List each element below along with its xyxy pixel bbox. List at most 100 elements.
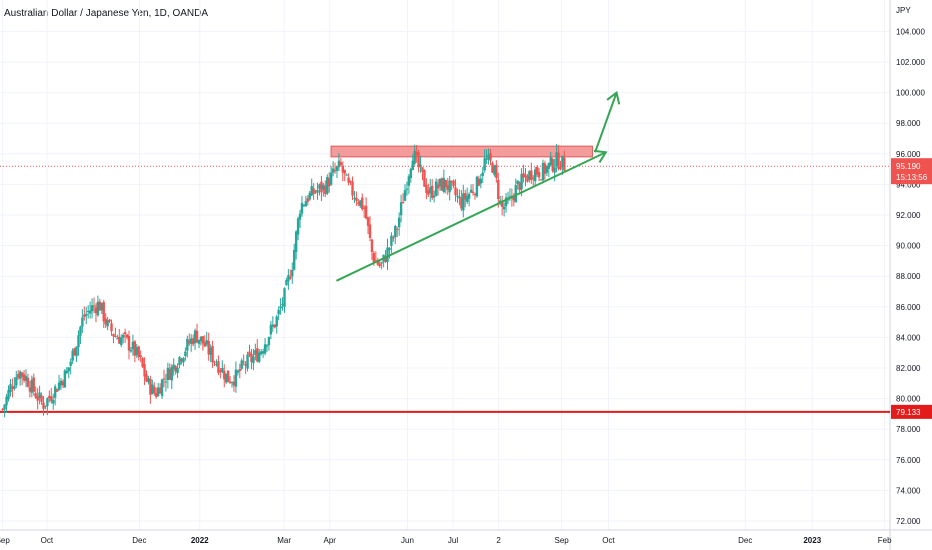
candle xyxy=(147,375,150,385)
candle-body xyxy=(203,342,207,347)
candle-body xyxy=(180,359,183,362)
candle-body xyxy=(197,339,201,344)
candle xyxy=(397,212,401,236)
candle xyxy=(518,181,521,193)
candle-body xyxy=(108,319,111,322)
candle xyxy=(172,358,175,376)
y-tick-label: 100.000 xyxy=(896,89,925,98)
candle-body xyxy=(50,396,53,402)
candle-body xyxy=(7,390,10,400)
candle xyxy=(236,369,240,376)
candle xyxy=(246,351,249,372)
candle-body xyxy=(326,176,329,194)
candle xyxy=(415,144,418,163)
candle-body xyxy=(77,335,80,348)
candle xyxy=(267,336,271,351)
candle xyxy=(55,388,59,392)
candle-body xyxy=(221,367,224,373)
candle xyxy=(438,178,442,191)
candle-body xyxy=(477,178,481,186)
candle-body xyxy=(502,207,506,210)
candle xyxy=(139,350,142,363)
candle xyxy=(359,200,362,208)
candle-body xyxy=(61,381,65,386)
candle xyxy=(108,318,111,324)
candle xyxy=(106,316,109,331)
candle xyxy=(450,180,453,191)
candle xyxy=(436,179,440,196)
candle xyxy=(413,144,416,166)
candle xyxy=(186,335,189,358)
x-tick-label: 2022 xyxy=(191,536,209,545)
candle-body xyxy=(388,248,391,251)
candle xyxy=(265,344,269,352)
candle-body xyxy=(217,361,220,373)
candle xyxy=(497,172,500,208)
candle-body xyxy=(374,260,378,262)
candle xyxy=(15,370,18,389)
candle xyxy=(477,175,481,187)
candle xyxy=(407,174,411,195)
candle-body xyxy=(129,349,133,352)
projection-arrow-line xyxy=(594,92,618,153)
x-tick-label: Jul xyxy=(448,536,458,545)
candle-body xyxy=(98,301,102,311)
candle-body xyxy=(205,340,208,345)
candle xyxy=(333,162,337,174)
last-price-tag-label: 95.190 xyxy=(896,162,921,171)
y-tick-label: 90.000 xyxy=(896,242,921,251)
candle-body xyxy=(547,162,551,169)
x-tick-label: Sep xyxy=(0,536,10,545)
y-tick-label: 84.000 xyxy=(896,333,921,342)
candle-body xyxy=(48,395,51,399)
candle xyxy=(215,359,218,367)
candle-body xyxy=(537,172,541,178)
candle-body xyxy=(188,340,191,344)
candle-body xyxy=(549,157,552,166)
candle xyxy=(563,150,566,172)
candle-body xyxy=(432,195,436,198)
candle xyxy=(326,174,329,196)
candle xyxy=(17,370,20,380)
candle-body xyxy=(462,193,465,211)
candle xyxy=(390,232,393,254)
candle-body xyxy=(528,171,531,180)
candle xyxy=(324,180,327,198)
candle-body xyxy=(85,313,88,316)
candle xyxy=(256,339,259,363)
candle xyxy=(471,183,475,196)
candle-body xyxy=(545,166,549,173)
candle xyxy=(7,385,10,402)
candle-body xyxy=(481,172,484,176)
candle xyxy=(40,392,43,406)
candle xyxy=(116,334,119,340)
candle-body xyxy=(30,379,34,393)
candle-body xyxy=(553,167,556,173)
candle-body xyxy=(24,376,28,382)
candle-body xyxy=(96,301,100,316)
candle xyxy=(209,344,212,363)
candle xyxy=(217,355,220,376)
candle xyxy=(121,332,125,344)
currency-label: JPY xyxy=(896,6,911,15)
candle-body xyxy=(413,150,416,164)
candle-body xyxy=(155,392,158,397)
candle-body xyxy=(81,317,84,327)
candle xyxy=(48,390,51,403)
candle xyxy=(38,385,41,405)
candle xyxy=(388,247,391,259)
candle xyxy=(396,226,399,238)
candle-body xyxy=(59,380,63,386)
candle-body xyxy=(110,323,113,332)
candle xyxy=(343,169,346,182)
candle-body xyxy=(392,237,395,239)
candle xyxy=(279,298,282,315)
candle xyxy=(36,388,39,410)
candle xyxy=(539,179,543,181)
candle-body xyxy=(230,382,234,384)
candle-body xyxy=(191,338,195,345)
candle-body xyxy=(465,195,469,202)
candle xyxy=(5,394,8,413)
